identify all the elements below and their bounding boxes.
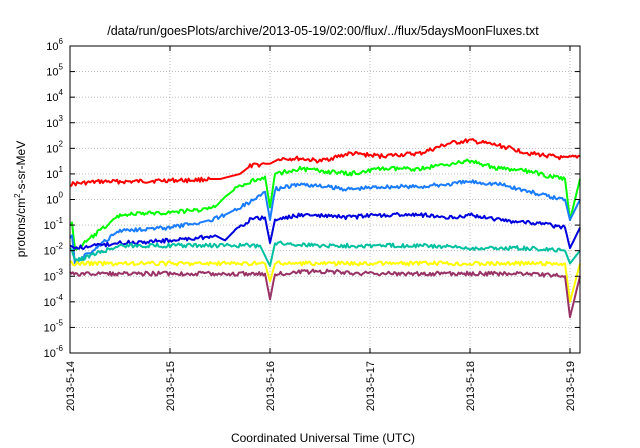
y-axis-label: protons/cm2-s-sr-MeV: [13, 141, 28, 257]
series-line-1: [69, 158, 581, 251]
y-tick-label: 104: [46, 88, 63, 104]
y-tick-label: 105: [46, 63, 63, 79]
y-tick-label: 102: [46, 139, 63, 155]
grid: [70, 45, 580, 354]
x-tick-label: 2013-5-18: [465, 361, 477, 411]
y-tick-label: 101: [46, 165, 63, 181]
series-line-2: [69, 179, 581, 266]
x-tick-label: 2013-5-19: [565, 361, 577, 411]
x-tick-label: 2013-5-16: [265, 361, 277, 411]
y-tick-label: 10-3: [44, 267, 64, 283]
x-tick-label: 2013-5-17: [365, 361, 377, 411]
y-tick-label: 10-4: [44, 293, 64, 309]
series-line-5: [69, 260, 581, 303]
y-tick-label: 10-5: [44, 318, 64, 334]
series-line-6: [69, 268, 581, 319]
y-tick-label: 10-2: [44, 242, 64, 258]
y-axis-ticks: 10-6 10-5 10-4 10-3 10-2 10-1 100 101 102 103 104 1…: [44, 37, 580, 360]
y-tick-label: 106: [46, 37, 63, 53]
chart-title: /data/run/goesPlots/archive/2013-05-19/0…: [107, 24, 539, 38]
x-tick-label: 2013-5-15: [165, 361, 177, 411]
x-axis-label: Coordinated Universal Time (UTC): [231, 431, 415, 445]
series-line-0: [70, 138, 581, 187]
y-tick-label: 10-1: [44, 216, 64, 232]
y-tick-label: 100: [46, 191, 63, 207]
series-line-3: [69, 212, 581, 250]
y-tick-label: 103: [46, 114, 63, 130]
series-line-4: [69, 240, 581, 267]
series-lines: [69, 138, 581, 319]
x-tick-label: 2013-5-14: [65, 361, 77, 411]
y-tick-label: 10-6: [44, 344, 64, 360]
x-axis-ticks: 2013-5-14 2013-5-15 2013-5-16 2013-5-17 2013…: [65, 46, 577, 411]
